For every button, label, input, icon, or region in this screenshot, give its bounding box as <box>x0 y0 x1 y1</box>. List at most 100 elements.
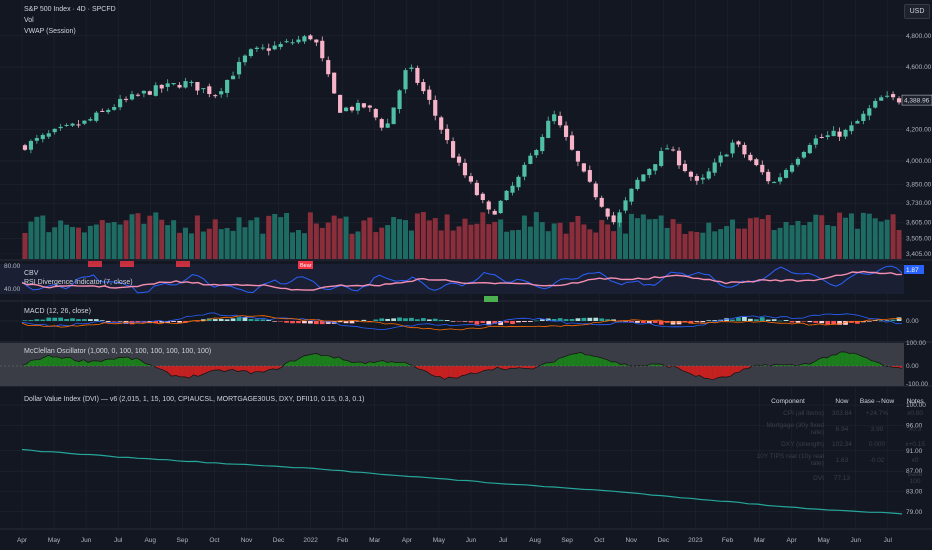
candle-body <box>456 156 462 163</box>
candle-body <box>593 183 598 198</box>
candle-body <box>760 164 765 173</box>
mcc-area-segment <box>871 360 876 366</box>
mcc-area-segment <box>466 366 471 375</box>
candle-body <box>403 70 408 90</box>
mcc-area-segment <box>506 366 511 370</box>
volume-bar <box>866 213 872 259</box>
volume-bar <box>486 224 492 259</box>
mcc-area-segment <box>286 360 291 366</box>
dvi-legend[interactable]: Dollar Value Index (DVI) — v6 (2,015, 1,… <box>24 396 365 403</box>
mcc-area-segment <box>303 355 308 366</box>
volume-bar <box>759 219 765 259</box>
candle-body <box>272 45 277 50</box>
candle-body <box>534 150 539 156</box>
candle-body <box>338 94 343 113</box>
volume-bar <box>462 218 468 259</box>
macd-histogram-bar <box>557 318 563 321</box>
x-axis-label: May <box>433 537 446 544</box>
volume-bar <box>295 230 301 259</box>
mcc-area-segment <box>105 358 110 366</box>
vol-legend[interactable]: Vol <box>24 17 34 24</box>
mcc-area-segment <box>827 355 832 366</box>
cbv-legend[interactable]: CBV <box>24 270 39 277</box>
candle-body <box>867 108 872 116</box>
mcc-area-segment <box>836 351 841 366</box>
mcc-area-segment <box>70 357 75 366</box>
candle-body <box>451 141 456 158</box>
mcc-area-segment <box>202 366 207 375</box>
candle-body <box>355 102 361 111</box>
candle-body <box>748 154 753 161</box>
macd-legend[interactable]: MACD (12, 26, close) <box>24 308 91 315</box>
macd-histogram-bar <box>28 320 34 321</box>
volume-bar <box>676 223 682 259</box>
candle-body <box>813 138 818 145</box>
dvi-table-cell: 3.90 <box>870 425 884 433</box>
candle-body <box>653 164 658 171</box>
volume-bar <box>843 217 849 259</box>
volume-bar <box>795 220 801 259</box>
macd-histogram-bar <box>807 321 813 323</box>
vwap-legend[interactable]: VWAP (Session) <box>24 28 76 35</box>
candle-body <box>605 208 610 217</box>
x-axis-label: Mar <box>754 537 766 544</box>
mcc-area-segment <box>162 366 168 373</box>
mcc-area-segment <box>809 361 814 366</box>
candle-body <box>807 144 812 154</box>
candle-body <box>94 112 99 121</box>
macd-histogram-bar <box>676 321 682 325</box>
dvi-table-header-cell: Now <box>835 398 849 405</box>
macd-histogram-bar <box>539 319 545 321</box>
macd-histogram-bar <box>528 321 533 322</box>
volume-bar <box>765 215 771 259</box>
rsi-scale-bottom: 40.00 <box>4 286 21 293</box>
mcc-legend[interactable]: McClellan Oscillator (1,000, 0, 100, 100… <box>24 348 212 355</box>
mcc-area-segment <box>312 353 317 366</box>
mcc-area-segment <box>52 356 58 366</box>
macd-histogram-bar <box>117 321 123 322</box>
candle-body <box>700 177 705 180</box>
candle-body <box>88 119 93 121</box>
volume-bar <box>712 231 718 259</box>
mcc-area-segment <box>875 361 880 366</box>
volume-bar <box>337 218 343 259</box>
candle-body <box>433 99 438 116</box>
mcc-axis-label: 100.00 <box>906 340 926 347</box>
dvi-axis-label: 100.00 <box>906 402 926 409</box>
rsi-legend[interactable]: RSI Divergence Indicator (7, close) <box>24 279 133 286</box>
currency-button[interactable]: USD <box>904 4 930 19</box>
macd-histogram-bar <box>337 321 343 323</box>
volume-bar <box>456 226 462 259</box>
volume-bar <box>391 217 397 259</box>
candle-body <box>22 145 28 150</box>
volume-bar <box>40 215 46 259</box>
candle-body <box>129 94 135 100</box>
volume-bar <box>212 219 218 259</box>
mcc-area-segment <box>831 354 836 366</box>
mcc-area-segment <box>308 354 313 366</box>
mcc-area-segment <box>391 361 396 366</box>
mcc-area-segment <box>484 366 489 371</box>
macd-histogram-bar <box>379 318 385 321</box>
mcc-area-segment <box>198 366 203 377</box>
mcc-area-segment <box>440 366 445 380</box>
volume-bar <box>789 225 795 259</box>
macd-histogram-bar <box>474 321 480 325</box>
mcc-area-segment <box>396 362 401 366</box>
mcc-area-segment <box>272 366 278 370</box>
macd-histogram-bar <box>183 321 188 323</box>
volume-bar <box>753 217 759 259</box>
volume-bar <box>218 229 224 259</box>
macd-histogram-bar <box>843 321 848 325</box>
mcc-area-segment <box>211 366 216 371</box>
candle-body <box>736 141 741 145</box>
volume-bar <box>313 223 319 259</box>
volume-bar <box>492 221 498 259</box>
macd-histogram-bar <box>884 320 890 322</box>
dvi-table-cell: 102.34 <box>831 441 852 448</box>
mcc-area-segment <box>558 357 564 366</box>
candle-body <box>40 134 45 140</box>
mcc-area-segment <box>844 351 850 366</box>
candle-body <box>587 170 592 182</box>
